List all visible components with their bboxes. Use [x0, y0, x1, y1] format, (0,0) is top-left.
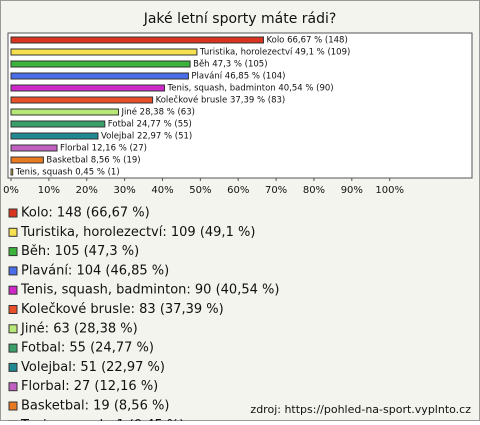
legend-entry: Plavání: 104 (46,85 %) [21, 263, 169, 278]
bar [11, 97, 153, 103]
value-label: Basketbal 8,56 % (19) [46, 156, 140, 166]
legend-swatch [9, 363, 17, 371]
legend-entry: Kolo: 148 (66,67 %) [21, 206, 150, 221]
legend-swatch [9, 209, 17, 217]
legend-entry: Jiné: 63 (28,38 %) [20, 321, 138, 336]
value-label: Tenis, squash, badminton 40,54 % (90) [167, 84, 334, 94]
value-label: Turistika, horolezectví 49,1 % (109) [199, 48, 350, 58]
source: zdroj: https://pohled-na-sport.vyplnto.c… [250, 403, 471, 416]
legend-entry: Basketbal: 19 (8,56 %) [21, 399, 169, 414]
value-label: Plavání 46,85 % (104) [191, 72, 285, 82]
value-label: Tenis, squash 0,45 % (1) [15, 168, 120, 178]
chart-title: Jaké letní sporty máte rádi? [143, 11, 337, 27]
legend-swatch [9, 286, 17, 294]
x-tick-label: 100% [375, 185, 404, 196]
legend-swatch [9, 383, 17, 391]
bar [11, 109, 118, 115]
x-tick-label: 10% [38, 185, 60, 196]
bar [11, 73, 188, 79]
bar [11, 145, 57, 151]
bar [11, 121, 105, 127]
legend-entry: Tenis, squash, badminton: 90 (40,54 %) [20, 283, 279, 298]
value-label: Kolečkové brusle 37,39 % (83) [156, 95, 286, 106]
legend-entry: Fotbal: 55 (24,77 %) [21, 341, 154, 356]
legend-swatch [9, 248, 17, 256]
value-label: Fotbal 24,77 % (55) [108, 120, 192, 130]
bar [11, 37, 263, 43]
legend-entry: Běh: 105 (47,3 %) [21, 244, 139, 259]
x-tick-label: 40% [151, 185, 173, 196]
value-label: Florbal 12,16 % (27) [60, 144, 147, 154]
value-label: Běh 47,3 % (105) [193, 60, 267, 70]
legend-entry: Florbal: 27 (12,16 %) [21, 379, 158, 394]
x-tick-label: 90% [341, 185, 363, 196]
legend-swatch [9, 306, 17, 314]
x-tick-label: 60% [227, 185, 249, 196]
bar [11, 169, 13, 175]
x-tick-label: 80% [303, 185, 325, 196]
bar [11, 157, 43, 163]
bar [11, 61, 190, 67]
x-tick-label: 0% [3, 185, 19, 196]
legend-swatch [9, 402, 17, 410]
bar [11, 133, 98, 139]
value-label: Volejbal 22,97 % (51) [101, 132, 192, 142]
value-label: Jiné 28,38 % (63) [120, 107, 194, 118]
legend-swatch [9, 228, 17, 236]
legend-entry: Volejbal: 51 (22,97 %) [21, 360, 165, 375]
bar [11, 85, 165, 91]
value-label: Kolo 66,67 % (148) [266, 36, 347, 46]
x-tick-label: 30% [113, 185, 135, 196]
legend-swatch [9, 325, 17, 333]
legend-swatch [9, 344, 17, 352]
legend-swatch [9, 267, 17, 275]
x-tick-label: 50% [189, 185, 211, 196]
legend-entry: Kolečkové brusle: 83 (37,39 %) [21, 302, 224, 317]
legend-entry: Turistika, horolezectví: 109 (49,1 %) [20, 225, 255, 240]
x-tick-label: 70% [265, 185, 287, 196]
x-tick-label: 20% [76, 185, 98, 196]
bar [11, 49, 197, 55]
